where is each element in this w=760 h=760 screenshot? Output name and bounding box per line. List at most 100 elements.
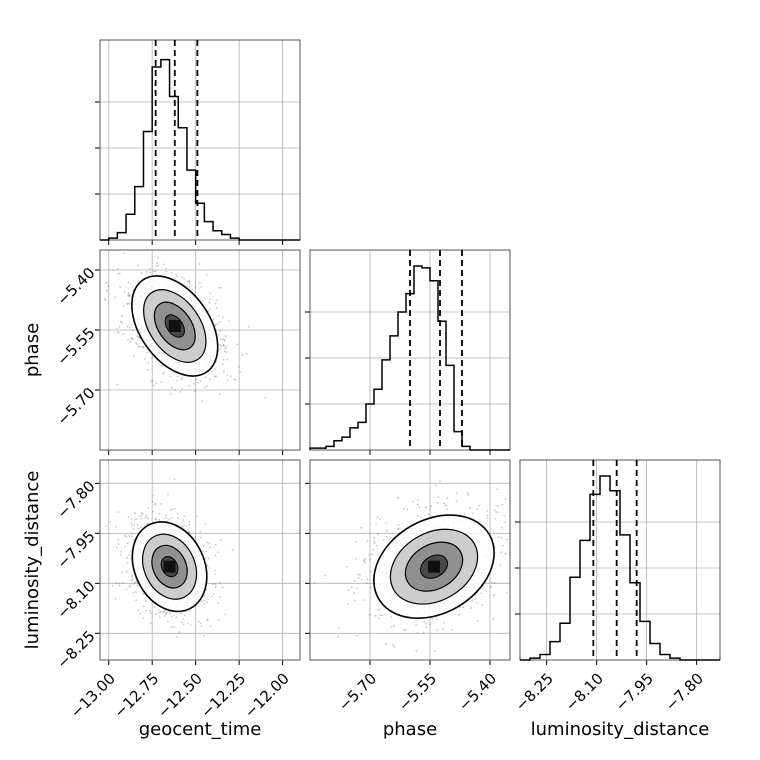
scatter-point xyxy=(209,625,212,627)
scatter-point xyxy=(363,599,366,601)
scatter-point xyxy=(147,507,150,509)
scatter-point xyxy=(215,299,218,302)
scatter-point xyxy=(376,516,379,519)
tick-label-x: −12.00 xyxy=(241,670,293,722)
scatter-point xyxy=(419,516,422,519)
scatter-point xyxy=(373,542,376,545)
scatter-point xyxy=(203,600,206,602)
corner-panels: −5.70−5.55−5.40−8.25−8.10−7.95−7.80−13.0… xyxy=(53,39,721,722)
scatter-point xyxy=(397,527,400,530)
scatter-point xyxy=(500,536,503,539)
scatter-point xyxy=(208,542,211,544)
scatter-point xyxy=(151,500,154,503)
scatter-point xyxy=(221,316,224,319)
scatter-point xyxy=(195,378,197,381)
scatter-point xyxy=(383,539,385,542)
scatter-point xyxy=(135,518,138,520)
scatter-point xyxy=(129,340,132,343)
scatter-point xyxy=(372,548,374,551)
scatter-point xyxy=(137,527,140,530)
scatter-point xyxy=(245,352,248,355)
scatter-point xyxy=(217,619,220,622)
scatter-point xyxy=(337,627,340,630)
scatter-point xyxy=(163,371,166,374)
scatter-point xyxy=(118,272,121,275)
scatter-point xyxy=(425,622,427,625)
scatter-point xyxy=(131,574,134,576)
scatter-point xyxy=(207,557,210,559)
scatter-point xyxy=(206,385,209,388)
scatter-point xyxy=(186,622,189,625)
scatter-point xyxy=(112,269,114,272)
scatter-point xyxy=(375,544,378,547)
scatter-point xyxy=(404,629,407,631)
scatter-point xyxy=(219,595,221,598)
scatter-point xyxy=(180,378,183,381)
scatter-point xyxy=(180,376,183,379)
scatter-point xyxy=(324,574,327,577)
scatter-point xyxy=(378,617,381,620)
scatter-point xyxy=(121,321,123,324)
scatter-point xyxy=(149,622,152,625)
scatter-point xyxy=(350,586,353,588)
scatter-point xyxy=(170,271,173,274)
scatter-point xyxy=(135,591,137,594)
scatter-point xyxy=(436,618,439,621)
scatter-point xyxy=(462,606,465,609)
scatter-point xyxy=(358,576,360,579)
scatter-point xyxy=(202,550,205,552)
scatter-point xyxy=(486,510,489,512)
scatter-point xyxy=(150,380,153,383)
scatter-point xyxy=(154,502,157,505)
scatter-point xyxy=(106,289,108,292)
scatter-point xyxy=(222,344,225,347)
scatter-point xyxy=(264,396,267,399)
scatter-point xyxy=(247,325,250,328)
scatter-point xyxy=(357,573,360,576)
scatter-point xyxy=(128,326,131,329)
scatter-point xyxy=(133,519,136,521)
density-peak xyxy=(163,560,176,573)
scatter-point xyxy=(377,533,379,535)
scatter-point xyxy=(220,338,222,341)
scatter-point xyxy=(146,351,149,354)
scatter-point xyxy=(128,586,131,589)
scatter-point xyxy=(369,586,372,589)
scatter-point xyxy=(176,375,179,378)
scatter-point xyxy=(214,585,217,588)
scatter-point xyxy=(214,325,217,327)
scatter-point xyxy=(170,392,172,395)
scatter-point xyxy=(133,523,136,526)
scatter-point xyxy=(406,508,409,511)
scatter-point xyxy=(179,612,182,615)
scatter-point xyxy=(476,619,479,622)
scatter-point xyxy=(207,310,210,312)
scatter-point xyxy=(381,614,383,617)
scatter-point xyxy=(168,611,171,614)
scatter-point xyxy=(466,491,469,494)
scatter-point xyxy=(222,344,225,347)
scatter-point xyxy=(241,354,244,356)
scatter-point xyxy=(130,579,133,582)
scatter-point xyxy=(169,613,172,616)
scatter-point xyxy=(220,287,223,289)
scatter-point xyxy=(116,331,119,333)
scatter-point xyxy=(158,518,161,521)
scatter-point xyxy=(117,268,119,270)
scatter-point xyxy=(163,263,165,266)
scatter-point xyxy=(425,626,428,629)
scatter-point xyxy=(416,503,419,506)
scatter-point xyxy=(443,622,446,624)
scatter-point xyxy=(118,585,121,587)
scatter-point xyxy=(126,339,129,341)
scatter-point xyxy=(221,586,224,589)
scatter-point xyxy=(167,493,170,496)
scatter-point xyxy=(182,623,185,626)
scatter-point xyxy=(490,581,493,584)
hist-panel-geocent-time xyxy=(95,39,301,245)
scatter-point xyxy=(222,338,224,340)
panel-frame xyxy=(99,459,301,661)
scatter-point xyxy=(355,557,357,560)
scatter-point xyxy=(181,388,184,390)
scatter-point xyxy=(151,510,154,513)
